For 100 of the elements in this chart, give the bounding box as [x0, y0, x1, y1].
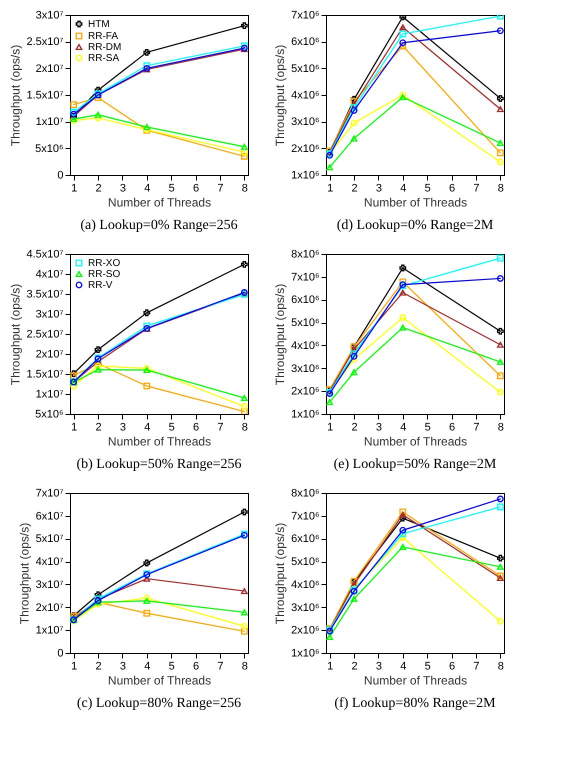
y-tick-label: 4x10⁷	[36, 268, 64, 280]
y-axis-title: Throughput (ops/s)	[273, 44, 288, 146]
y-tick-label: 3x10⁶	[291, 116, 320, 128]
y-tick-label: 2.5x10⁷	[26, 36, 64, 48]
x-tick-label: 7	[473, 182, 480, 194]
y-tick-label: 3x10⁶	[291, 362, 320, 375]
x-tick-label: 1	[71, 182, 78, 194]
y-tick-label: 5x10⁷	[36, 533, 64, 546]
legend-label: RR-SO	[88, 269, 120, 280]
y-tick-label: 7x10⁶	[291, 510, 320, 522]
y-tick-label: 0	[57, 648, 64, 660]
y-tick-label: 4x10⁶	[291, 340, 320, 352]
x-axis-title: Number of Threads	[108, 434, 212, 448]
x-tick-label: 2	[95, 660, 102, 672]
x-tick-label: 3	[120, 660, 126, 672]
x-tick-label: 2	[351, 422, 358, 434]
x-tick-label: 6	[193, 182, 200, 194]
x-tick-label: 2	[351, 660, 358, 672]
x-axis-title: Number of Threads	[364, 434, 468, 448]
y-tick-label: 2.5x10⁷	[26, 328, 64, 340]
y-tick-label: 4.5x10⁷	[26, 248, 64, 260]
legend-label: RR-SA	[88, 53, 120, 64]
y-tick-label: 3.5x10⁷	[26, 288, 64, 300]
x-tick-label: 8	[242, 660, 248, 672]
x-tick-label: 2	[351, 182, 358, 194]
x-tick-label: 3	[120, 422, 126, 434]
text: (e) Lookup=50% Range=2M	[334, 457, 497, 472]
text: (f) Lookup=80% Range=2M	[334, 696, 496, 711]
y-tick-label: 5x10⁶	[35, 408, 64, 420]
x-tick-label: 4	[144, 182, 150, 194]
y-tick-label: 1.5x10⁷	[26, 90, 64, 102]
x-tick-label: 1	[327, 182, 334, 194]
y-tick-label: 5x10⁶	[291, 317, 320, 330]
x-tick-label: 3	[376, 422, 382, 434]
x-tick-label: 1	[327, 660, 334, 672]
y-tick-label: 2x10⁷	[36, 602, 64, 614]
y-tick-label: 8x10⁶	[291, 248, 320, 260]
y-tick-label: 2x10⁷	[36, 348, 64, 360]
y-tick-label: 7x10⁷	[36, 488, 64, 500]
x-tick-label: 4	[400, 660, 406, 672]
x-tick-label: 4	[400, 182, 406, 194]
x-tick-label: 6	[449, 182, 456, 194]
x-tick-label: 5	[168, 182, 175, 194]
y-tick-label: 2x10⁶	[291, 624, 320, 637]
y-tick-label: 8x10⁶	[291, 488, 320, 500]
text: (d) Lookup=0% Range=2M	[336, 218, 494, 233]
x-tick-label: 6	[193, 422, 200, 434]
y-axis-title: Throughput (ops/s)	[273, 522, 288, 624]
legend-label: RR-V	[88, 280, 113, 291]
y-tick-label: 0	[57, 170, 64, 182]
y-tick-label: 7x10⁶	[291, 10, 320, 22]
y-axis-title: Throughput (ops/s)	[8, 284, 22, 386]
x-tick-label: 8	[498, 422, 504, 434]
legend-label: HTM	[88, 19, 110, 30]
y-tick-label: 6x10⁶	[291, 36, 320, 48]
x-tick-label: 1	[71, 660, 78, 672]
x-tick-label: 3	[376, 660, 382, 672]
x-tick-label: 2	[95, 422, 102, 434]
y-tick-label: 3x10⁷	[36, 308, 64, 320]
y-tick-label: 1x10⁷	[36, 116, 64, 128]
y-tick-label: 1x10⁷	[36, 388, 64, 400]
y-tick-label: 1.5x10⁷	[26, 368, 64, 380]
x-tick-label: 6	[449, 660, 456, 672]
y-tick-label: 2x10⁷	[36, 62, 64, 75]
x-tick-label: 3	[120, 182, 126, 194]
x-tick-label: 8	[498, 660, 504, 672]
y-axis-title: Throughput (ops/s)	[273, 284, 288, 386]
y-tick-label: 1x10⁶	[291, 408, 320, 420]
legend-label: RR-FA	[88, 31, 118, 42]
y-tick-label: 1x10⁶	[291, 648, 320, 660]
legend-label: RR-DM	[88, 42, 122, 53]
x-tick-label: 3	[376, 182, 382, 194]
y-axis-title: Throughput (ops/s)	[18, 522, 32, 624]
text: (c) Lookup=80% Range=256	[76, 696, 242, 711]
y-tick-label: 3x10⁶	[291, 602, 320, 614]
x-axis-title: Number of Threads	[364, 196, 468, 210]
x-tick-label: 7	[473, 660, 480, 672]
x-tick-label: 5	[424, 422, 431, 434]
y-tick-label: 6x10⁷	[36, 510, 64, 522]
y-tick-label: 5x10⁶	[35, 142, 64, 155]
x-tick-label: 1	[71, 422, 78, 434]
y-tick-label: 1x10⁶	[291, 170, 320, 182]
x-tick-label: 1	[327, 422, 334, 434]
x-tick-label: 7	[473, 422, 480, 434]
text: (a) Lookup=0% Range=256	[80, 218, 238, 233]
x-tick-label: 5	[168, 422, 175, 434]
y-tick-label: 5x10⁶	[291, 556, 320, 568]
x-tick-label: 4	[144, 422, 150, 434]
y-tick-label: 6x10⁶	[291, 294, 320, 306]
x-tick-label: 4	[144, 660, 150, 672]
x-tick-label: 5	[424, 660, 431, 672]
x-tick-label: 2	[95, 182, 102, 194]
y-tick-label: 6x10⁶	[291, 533, 320, 546]
legend-label: RR-XO	[88, 258, 120, 269]
x-tick-label: 6	[449, 422, 456, 434]
x-axis-title: Number of Threads	[364, 674, 468, 688]
y-tick-label: 2x10⁶	[291, 142, 320, 155]
y-tick-label: 2x10⁶	[291, 386, 320, 398]
x-tick-label: 4	[400, 422, 406, 434]
x-axis-title: Number of Threads	[108, 674, 212, 688]
